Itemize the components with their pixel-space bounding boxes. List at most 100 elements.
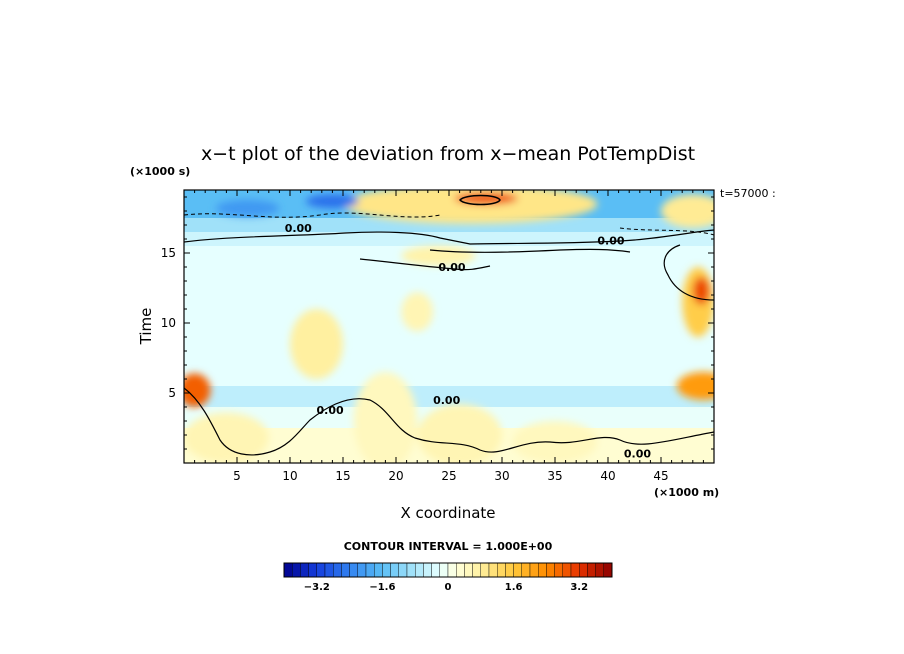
colorbar-tick-label: −3.2 — [304, 582, 330, 593]
colorbar-frame — [283, 562, 613, 578]
colorbar-cell — [472, 562, 482, 578]
colorbar-cell — [554, 562, 563, 578]
colorbar-cell — [447, 562, 457, 578]
x-tick-label: 10 — [282, 469, 297, 483]
y-unit-label: (×1000 s) — [130, 165, 190, 178]
colorbar-cell — [595, 562, 604, 578]
colorbar-cell — [546, 562, 555, 578]
contour-line-zero-right — [663, 244, 714, 301]
x-tick-label: 5 — [233, 469, 241, 483]
colorbar-cell — [431, 562, 441, 578]
contour-interval-label: CONTOUR INTERVAL = 1.000E+00 — [344, 540, 553, 553]
contour-label-layer: 0.00 0.00 0.00 0.00 0.00 0.00 — [285, 222, 652, 460]
colorbar-cell — [505, 562, 514, 578]
field-feature-12 — [417, 404, 502, 463]
colorbar-cell — [292, 562, 301, 578]
colorbar-cell — [488, 562, 498, 578]
x-tick-label: 25 — [441, 469, 456, 483]
field-feature-8 — [676, 372, 714, 400]
colorbar-cell — [570, 562, 580, 578]
field-feature-4 — [661, 194, 714, 228]
contour-label-4: 0.00 — [433, 394, 460, 407]
field-feature-7 — [692, 276, 710, 305]
contour-label-2: 0.00 — [438, 261, 465, 274]
field-feature-0 — [343, 190, 598, 224]
field-feature-9 — [184, 373, 211, 407]
x-tick-label: 45 — [653, 469, 668, 483]
colorbar-cell — [308, 562, 318, 578]
colorbar-cell — [357, 562, 367, 578]
colorbar-cell — [587, 562, 596, 578]
x-tick-label: 20 — [388, 469, 403, 483]
colorbar-cell — [316, 562, 326, 578]
y-axis-label: Time — [137, 308, 155, 346]
field-band-3 — [184, 246, 714, 386]
contour-label-5: 0.00 — [624, 447, 651, 460]
colorbar-cell — [415, 562, 424, 578]
field-band-4 — [184, 232, 714, 246]
contour-label-3: 0.00 — [317, 404, 344, 417]
y-tick-label: 15 — [161, 246, 176, 260]
colorbar-cell — [521, 562, 531, 578]
colorbar-cell — [480, 562, 490, 578]
colorbar-cell — [464, 562, 473, 578]
contour-line-zero-mid — [429, 248, 631, 253]
colorbar-tick-label: 0 — [445, 582, 452, 593]
colorbar-cell — [538, 562, 547, 578]
y-axis: 5 10 15 — [161, 196, 714, 450]
colorbar-cell — [382, 562, 391, 578]
contour-line-peak-top — [459, 194, 501, 206]
contour-line-negative-top — [184, 212, 714, 236]
plot-area: 0.00 0.00 0.00 0.00 0.00 0.00 5 10 15 20 25 30 35 40… — [161, 189, 715, 483]
y-tick-label: 5 — [168, 386, 176, 400]
colorbar-cell — [603, 562, 613, 578]
field-feature-5 — [401, 246, 476, 266]
colorbar-cell — [398, 562, 408, 578]
colorbar-tick-label: 3.2 — [570, 582, 588, 593]
colorbar-cell — [333, 562, 342, 578]
x-tick-label: 35 — [547, 469, 562, 483]
colorbar-tick-label: −1.6 — [369, 582, 395, 593]
field-feature-10 — [290, 309, 343, 379]
colorbar-cell — [390, 562, 400, 578]
contour-line-zero-lower — [359, 258, 491, 271]
field-feature-2 — [305, 194, 359, 209]
x-axis: 5 10 15 20 25 30 35 40 45 — [194, 190, 704, 483]
colorbar-cell — [365, 562, 375, 578]
colorbar-cell — [562, 562, 572, 578]
colorbar-cell — [423, 562, 432, 578]
colorbar-cell — [300, 562, 309, 578]
colorbar-cell — [497, 562, 506, 578]
contour-line-zero-top — [184, 229, 714, 245]
contour-label-1: 0.00 — [597, 235, 624, 248]
x-tick-label: 40 — [600, 469, 615, 483]
chart-title: x−t plot of the deviation from x−mean Po… — [201, 143, 695, 165]
field-feature-13 — [184, 412, 269, 463]
colorbar-cell — [439, 562, 449, 578]
contour-lines — [184, 194, 714, 456]
colorbar-cell — [529, 562, 539, 578]
field-feature-3 — [215, 199, 280, 217]
x-unit-label: (×1000 m) — [654, 486, 719, 499]
colorbar-cell — [406, 562, 416, 578]
colorbar-ticks: −3.2 −1.6 0 1.6 3.2 — [304, 582, 588, 593]
x-axis-label: X coordinate — [400, 504, 495, 522]
field-feature-11 — [401, 292, 434, 332]
colorbar-cell — [456, 562, 465, 578]
contour-label-0: 0.00 — [285, 222, 312, 235]
x-tick-label: 30 — [494, 469, 509, 483]
colorbar-cell — [324, 562, 334, 578]
field-band-5 — [184, 218, 714, 232]
colorbar-cell — [283, 562, 293, 578]
time-label: t=57000 : — [720, 187, 776, 200]
colorbar-cell — [341, 562, 350, 578]
x-tick-label: 15 — [335, 469, 350, 483]
field-band-2 — [184, 386, 714, 407]
colorbar-cell — [374, 562, 383, 578]
colorbar-cell — [579, 562, 588, 578]
y-tick-label: 10 — [161, 316, 176, 330]
field-feature-14 — [353, 372, 418, 463]
colorbar-cell — [513, 562, 522, 578]
colorbar-tick-label: 1.6 — [505, 582, 523, 593]
contour-line-zero-bottom-left — [184, 387, 714, 456]
